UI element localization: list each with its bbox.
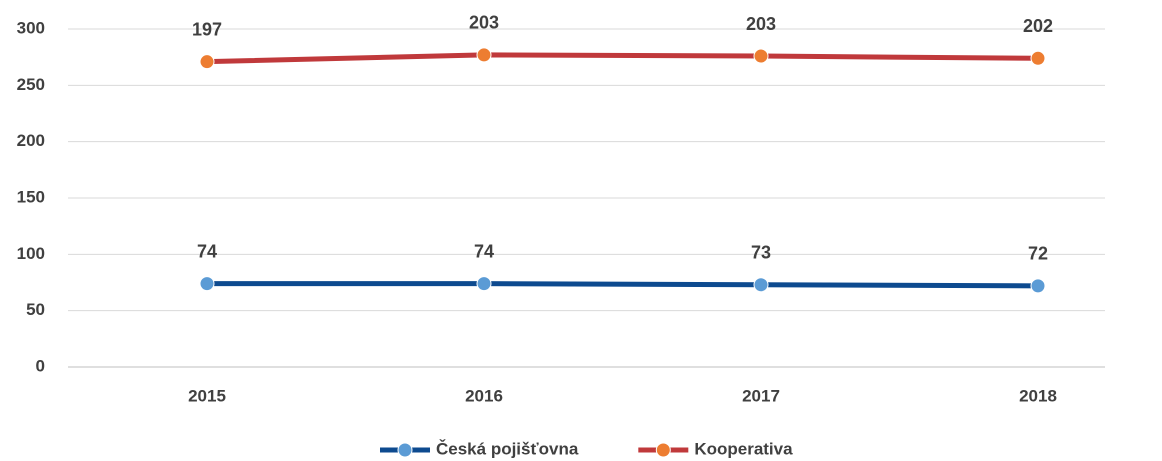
legend-label: Kooperativa	[694, 439, 793, 458]
point-marker	[753, 48, 769, 64]
series-line	[207, 281, 1039, 289]
legend-marker	[655, 442, 671, 458]
data-label: 203	[469, 13, 499, 33]
y-tick-label: 0	[36, 356, 45, 375]
x-tick-label: 2016	[465, 386, 503, 405]
y-tick-label: 300	[17, 18, 45, 37]
point-marker	[476, 47, 492, 63]
data-label: 72	[1028, 244, 1048, 264]
x-tick-label: 2017	[742, 386, 780, 405]
data-label: 73	[751, 243, 771, 263]
legend-marker	[397, 442, 413, 458]
x-tick-label: 2015	[188, 386, 226, 405]
point-marker	[1030, 50, 1046, 66]
y-tick-label: 50	[26, 300, 45, 319]
y-tick-label: 100	[17, 244, 45, 263]
point-marker	[753, 277, 769, 293]
data-label: 74	[474, 241, 494, 261]
data-label: 197	[192, 19, 222, 39]
data-label: 74	[197, 241, 217, 261]
point-marker	[199, 276, 215, 292]
y-tick-label: 200	[17, 131, 45, 150]
point-marker	[1030, 278, 1046, 294]
series-line	[206, 52, 1039, 65]
data-label: 202	[1023, 16, 1053, 36]
y-tick-label: 150	[17, 187, 45, 206]
point-marker	[476, 276, 492, 292]
y-tick-label: 250	[17, 75, 45, 94]
x-tick-label: 2018	[1019, 386, 1057, 405]
legend-label: Česká pojišťovna	[436, 439, 579, 458]
data-label: 203	[746, 14, 776, 34]
point-marker	[199, 54, 215, 70]
